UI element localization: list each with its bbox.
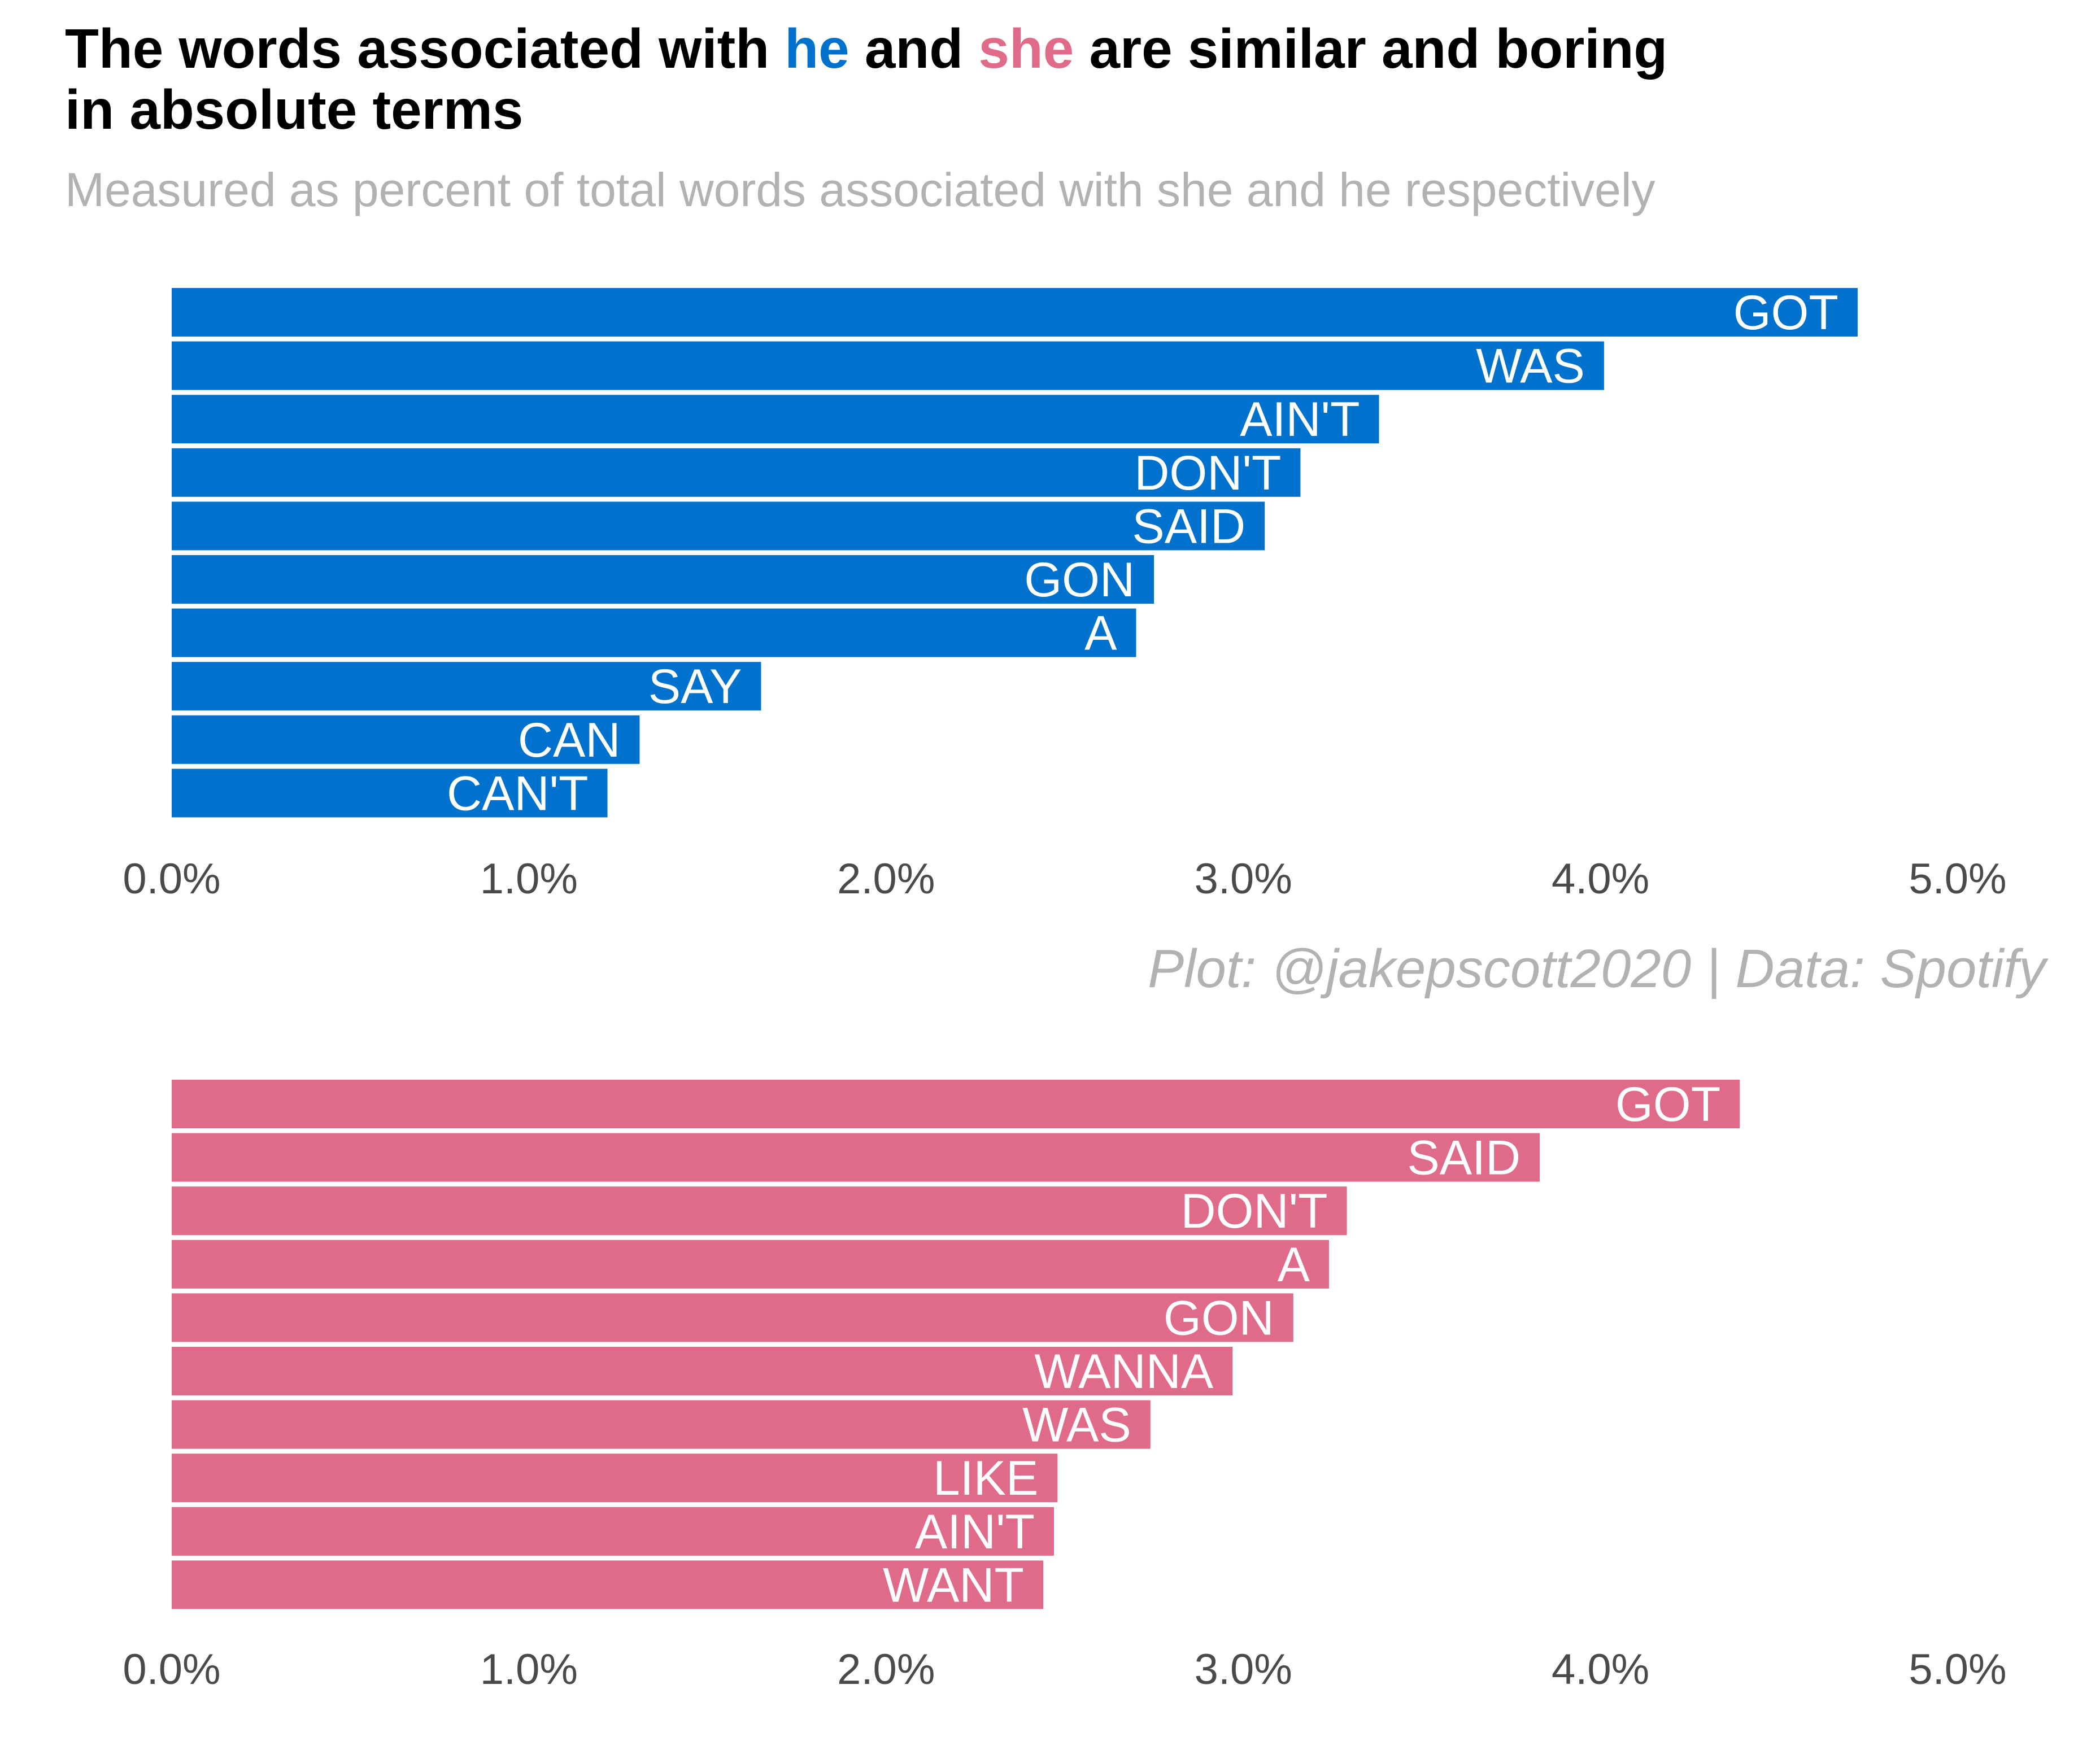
she-bar-label: WANT	[883, 1558, 1024, 1612]
she-bar-label: DON'T	[1181, 1184, 1328, 1238]
she-bar-label: WANNA	[1034, 1345, 1214, 1399]
x-tick-label: 4.0%	[1552, 855, 1649, 903]
chart-title-line2: in absolute terms	[65, 78, 523, 141]
he-bar-label: DON'T	[1134, 446, 1281, 500]
he-bar	[172, 448, 1301, 497]
he-bar-label: GON	[1024, 553, 1135, 607]
she-bar-label: AIN'T	[915, 1505, 1035, 1559]
she-bar-label: GOT	[1615, 1077, 1720, 1132]
title-middle: and	[849, 18, 979, 80]
x-tick-label: 1.0%	[480, 855, 578, 903]
she-bar	[172, 1186, 1347, 1236]
x-tick-label: 4.0%	[1552, 1646, 1649, 1694]
he-bar	[172, 341, 1604, 390]
he-bar	[172, 662, 761, 711]
he-bar	[172, 395, 1379, 444]
chart-title: The words associated with he and she are…	[65, 18, 1667, 80]
x-tick-label: 3.0%	[1195, 1646, 1292, 1694]
chart-subtitle: Measured as percent of total words assoc…	[65, 163, 1655, 216]
he-bar-label: GOT	[1733, 286, 1838, 340]
he-bar-label: A	[1084, 606, 1117, 661]
he-bar	[172, 288, 1858, 337]
x-tick-label: 1.0%	[480, 1646, 578, 1694]
she-bar-label: LIKE	[933, 1451, 1038, 1505]
she-bar	[172, 1293, 1293, 1342]
she-bar	[172, 1240, 1329, 1289]
title-he: he	[785, 18, 849, 80]
she-bar	[172, 1347, 1233, 1395]
x-tick-label: 3.0%	[1195, 855, 1292, 903]
he-bar-label: SAY	[648, 660, 742, 714]
he-bar-label: CAN	[518, 713, 621, 767]
title-suffix: are similar and boring	[1074, 18, 1667, 80]
x-tick-label: 5.0%	[1909, 1646, 2006, 1694]
he-bar-label: SAID	[1132, 499, 1245, 553]
she-bar	[172, 1400, 1151, 1449]
he-bar	[172, 555, 1154, 604]
title-she: she	[978, 18, 1074, 80]
he-bar	[172, 608, 1136, 657]
he-bar	[172, 501, 1265, 551]
x-tick-label: 2.0%	[837, 855, 935, 903]
he-bar-label: AIN'T	[1240, 392, 1360, 447]
she-bar	[172, 1454, 1058, 1503]
she-bar-label: A	[1278, 1238, 1310, 1292]
x-tick-label: 2.0%	[837, 1646, 935, 1694]
she-bar	[172, 1507, 1055, 1556]
x-tick-label: 5.0%	[1909, 855, 2006, 903]
she-bar	[172, 1133, 1540, 1182]
she-bar	[172, 1560, 1044, 1609]
she-bar-label: WAS	[1022, 1398, 1131, 1452]
she-bar-label: GON	[1164, 1291, 1274, 1345]
x-tick-label: 0.0%	[123, 1646, 220, 1694]
he-bar	[172, 769, 608, 818]
he-bar	[172, 715, 640, 764]
x-tick-label: 0.0%	[123, 855, 220, 903]
he-bar-label: CAN'T	[447, 766, 589, 821]
he-bar-label: WAS	[1476, 339, 1585, 394]
chart-caption: Plot: @jakepscott2020 | Data: Spotify	[1148, 939, 2049, 1000]
she-bar-label: SAID	[1407, 1131, 1520, 1185]
title-prefix: The words associated with	[65, 18, 785, 80]
she-bar	[172, 1080, 1740, 1128]
